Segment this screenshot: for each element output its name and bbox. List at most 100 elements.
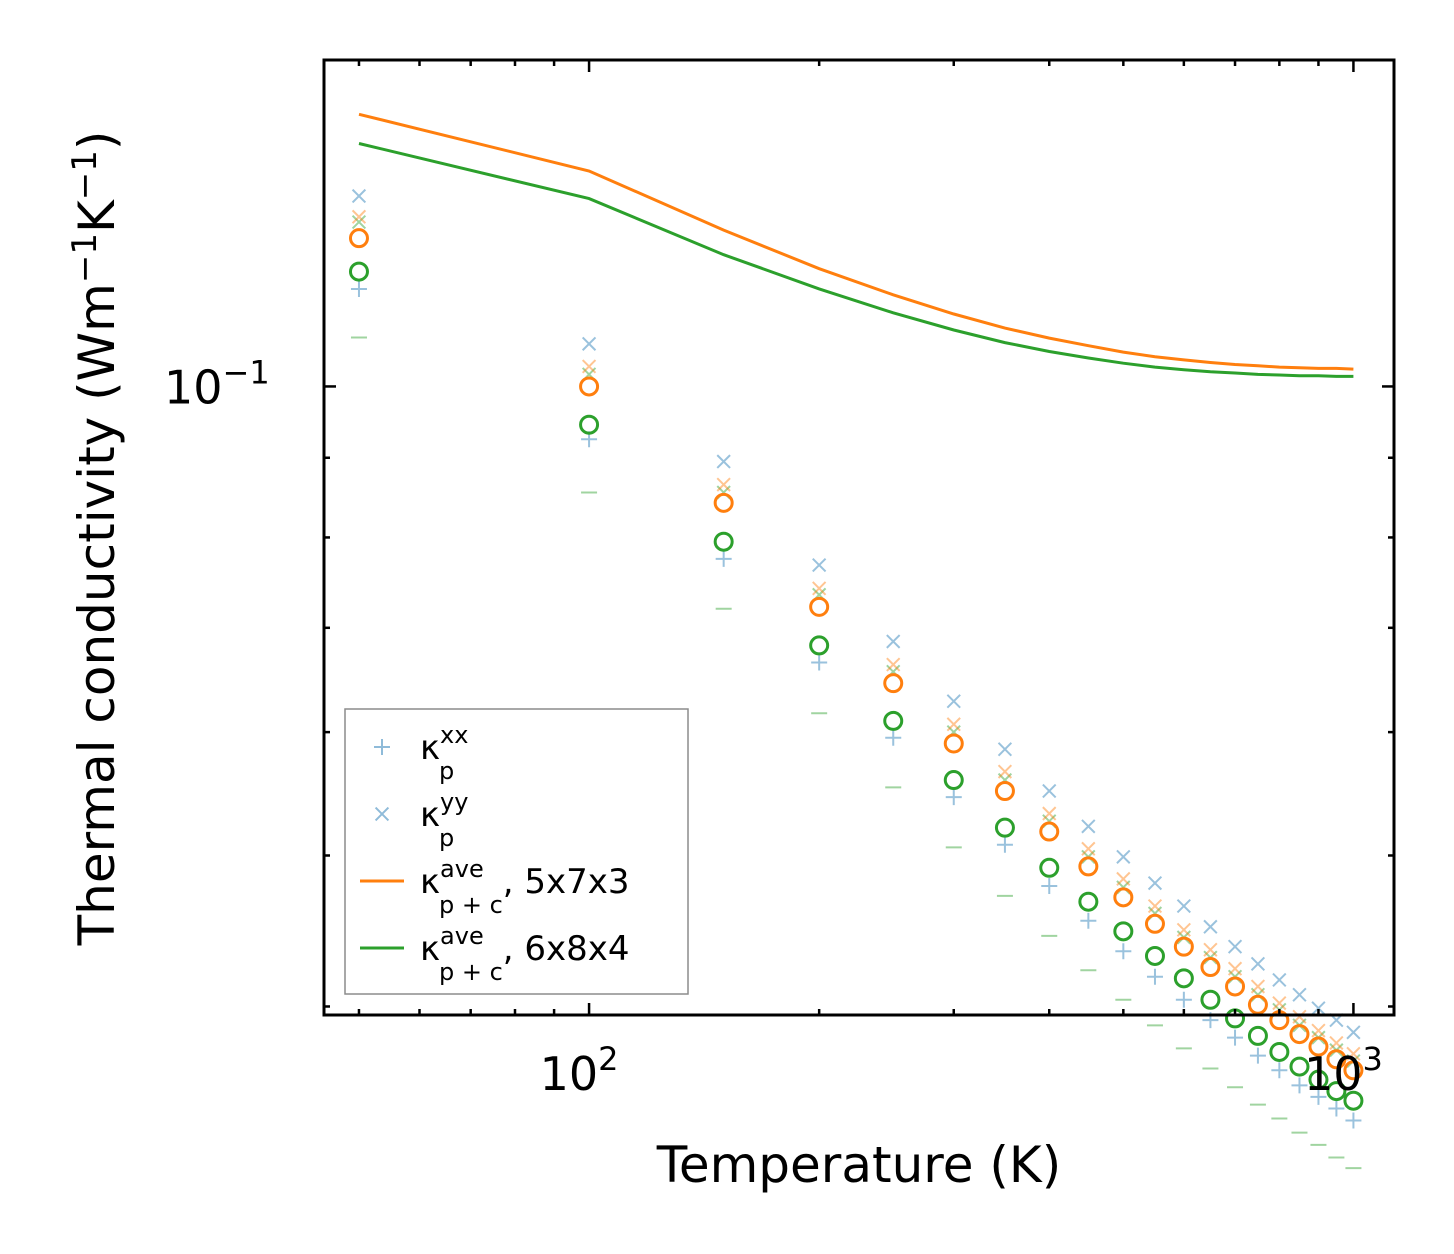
data-point [1225,976,1246,997]
data-point [1326,1081,1347,1102]
data-point [1308,1069,1329,1090]
data-point [946,717,961,732]
data-point [348,228,369,249]
y-axis-label: Thermal conductivity (Wm−1K−1) [65,131,126,947]
data-point [1346,1025,1361,1040]
data-point [351,214,367,230]
data-point [812,581,827,596]
data-point [886,657,901,672]
plot-area [348,112,1364,1170]
data-point [579,414,600,435]
data-point [885,729,902,746]
y-tick-label: 10−1 [164,353,270,414]
data-point [1328,1100,1345,1117]
data-point [1078,891,1099,912]
data-point [1247,1025,1268,1046]
data-point [713,492,734,513]
data-point [1200,957,1221,978]
plot-frame [322,58,1396,1017]
data-point [1113,921,1134,942]
data-point [1200,989,1221,1010]
series-line-2 [358,142,1354,378]
data-point [1147,898,1163,914]
data-point [1173,968,1194,989]
data-point [1227,1029,1244,1046]
data-point [809,635,830,656]
data-point [1042,806,1057,821]
data-point [1271,1062,1288,1079]
data-point [945,789,962,806]
data-point [943,733,964,754]
legend-entry-4: κave p + c, 6x8x4 [360,922,630,986]
data-point [943,770,964,791]
data-point [1176,922,1191,937]
tick-labels: 102 103 10−1 [164,353,1383,1101]
data-point [1292,1009,1307,1024]
data-point [1227,961,1243,976]
data-point [1311,1023,1326,1038]
data-point [1203,919,1218,934]
data-point [946,694,961,709]
data-point [1173,936,1194,957]
series-5-cross [351,209,1361,1061]
x-tick-label: 102 [540,1040,619,1101]
legend-entry-1: κxx p [374,721,468,785]
data-point [713,531,734,552]
data-point [1250,979,1266,994]
data-point [1289,1056,1310,1077]
data-point [994,780,1015,801]
data-point [1081,819,1096,834]
legend-marker-swatch [374,739,390,755]
data-point [1113,887,1134,908]
data-point [1272,996,1287,1011]
data-point [1308,1036,1329,1057]
data-point [883,710,904,731]
data-point [1144,945,1165,966]
data-point [994,817,1015,838]
data-point [1292,987,1307,1002]
data-point [1080,912,1097,929]
data-point [1039,821,1060,842]
data-point [1144,913,1165,934]
legend-label: κave p + c, 5x7x3 [420,855,630,919]
data-point [1116,871,1131,887]
series-1-plus [350,280,1362,1129]
data-point [716,454,731,469]
data-point [1115,943,1132,960]
series-6-circle [348,228,1364,1081]
data-point [348,261,369,282]
legend-entry-3: κave p + c, 5x7x3 [360,855,630,919]
legend-label: κyy p [420,788,468,852]
data-point [351,209,367,224]
series-7-circle [348,261,1364,1111]
data-point [1227,939,1243,954]
data-point [1116,849,1131,864]
data-point [351,188,367,204]
data-point [1042,783,1057,799]
data-point [716,477,731,492]
legend-label: κxx p [420,721,468,785]
data-point [1269,1041,1290,1062]
data-point [1146,968,1163,985]
x-axis-label: Temperature (K) [656,1136,1061,1194]
data-point [1329,1035,1344,1051]
data-point [1346,1046,1361,1061]
lines-layer [358,112,1354,378]
data-point [581,359,597,374]
data-point [1175,991,1192,1008]
legend-entry-2: κyy p [374,788,468,852]
data-point [997,764,1013,779]
data-point [1272,972,1287,988]
data-point [1311,1001,1326,1016]
data-point [1081,841,1096,856]
legend-label: κave p + c, 6x8x4 [420,922,630,986]
data-point [715,550,732,567]
data-point [579,376,600,397]
data-point [1326,1049,1347,1070]
data-point [996,836,1013,853]
data-point [1310,1088,1327,1105]
data-point [1291,1077,1308,1094]
data-point [350,280,367,297]
data-point [1041,877,1058,894]
